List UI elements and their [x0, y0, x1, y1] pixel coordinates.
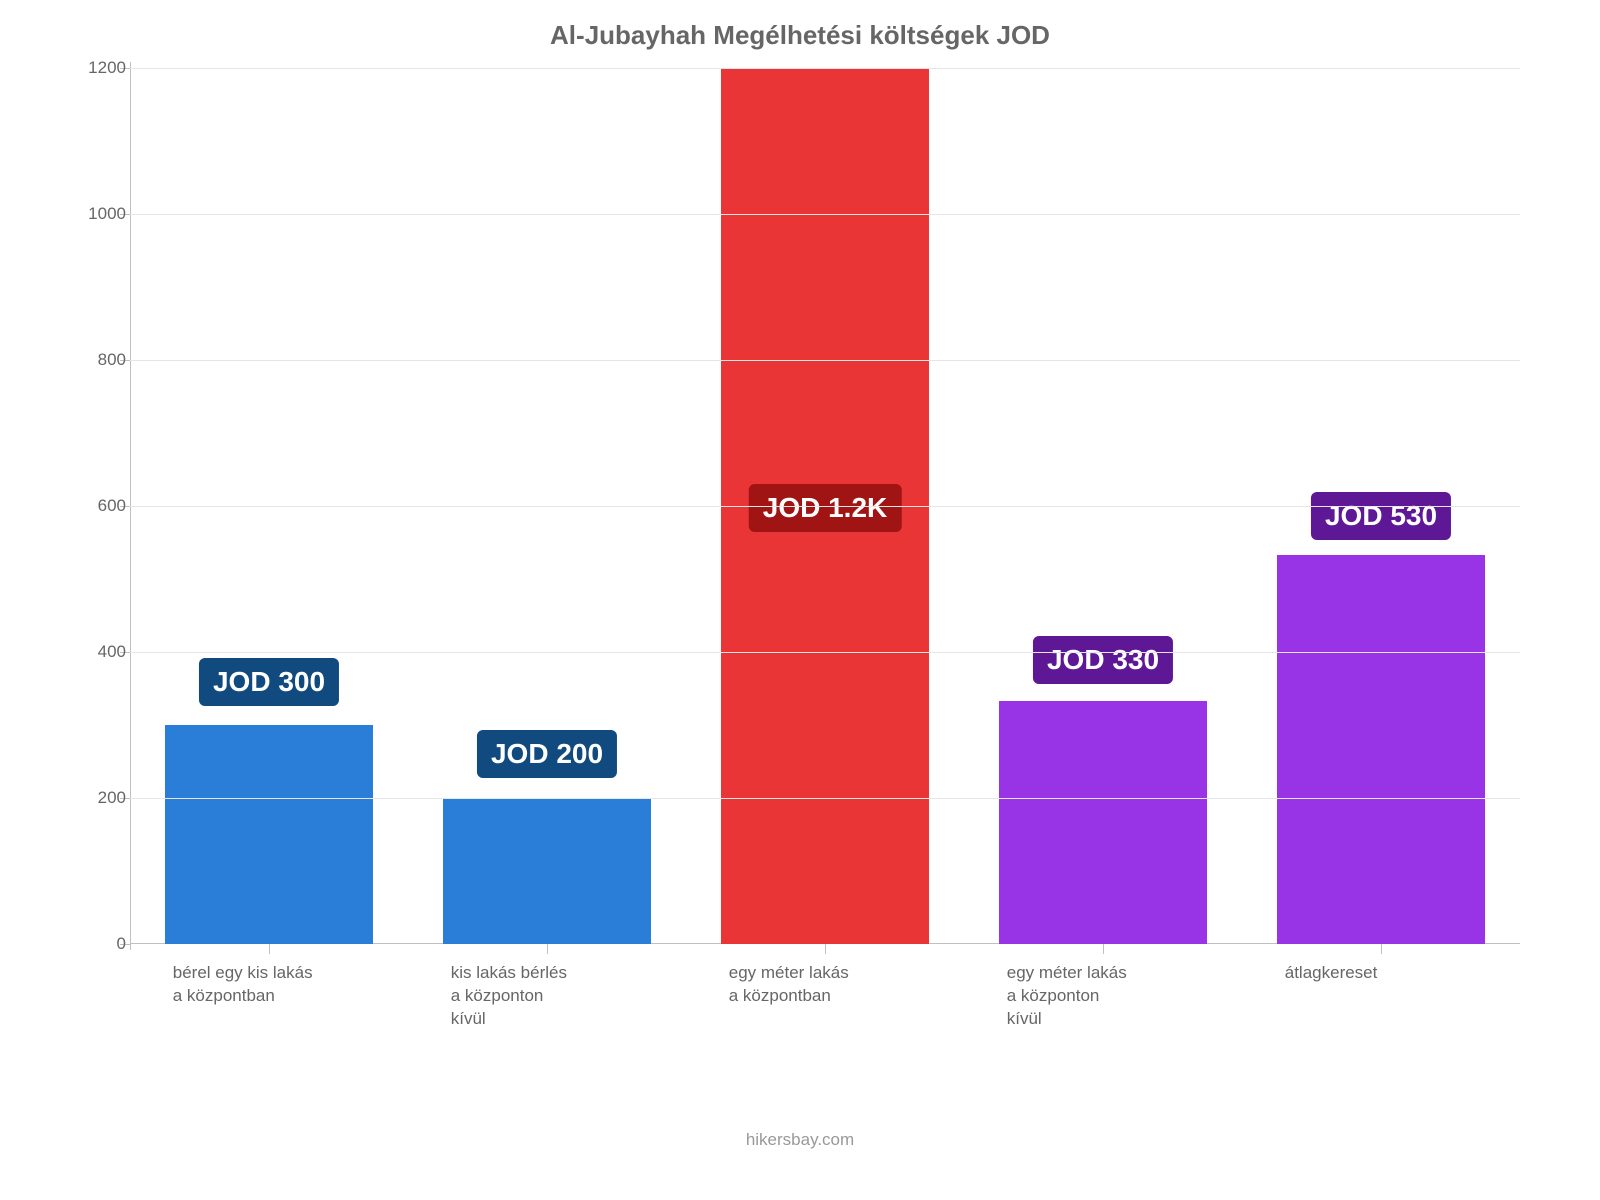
gridline	[130, 68, 1520, 69]
gridline	[130, 360, 1520, 361]
attribution-text: hikersbay.com	[0, 1130, 1600, 1150]
bar	[443, 798, 652, 944]
gridline	[130, 798, 1520, 799]
x-tick-label: bérel egy kis lakása központban	[173, 944, 422, 1008]
chart-container: Al-Jubayhah Megélhetési költségek JOD JO…	[70, 20, 1530, 1040]
bar	[1277, 555, 1486, 944]
y-tick-label: 0	[117, 934, 126, 954]
bar-data-label: JOD 300	[199, 658, 339, 706]
y-tick-label: 600	[98, 496, 126, 516]
bar-data-label: JOD 330	[1033, 636, 1173, 684]
y-tick-label: 1000	[88, 204, 126, 224]
x-tick-label: kis lakás bérlésa központonkívül	[451, 944, 700, 1031]
gridline	[130, 652, 1520, 653]
bar	[165, 725, 374, 944]
bar-data-label: JOD 530	[1311, 492, 1451, 540]
x-tick-label: egy méter lakása központonkívül	[1007, 944, 1256, 1031]
gridline	[130, 214, 1520, 215]
bar	[999, 701, 1208, 944]
bar-data-label: JOD 200	[477, 730, 617, 778]
bar-data-label: JOD 1.2K	[749, 484, 902, 532]
y-tick-label: 200	[98, 788, 126, 808]
gridline	[130, 506, 1520, 507]
y-tick-label: 800	[98, 350, 126, 370]
y-tick-label: 1200	[88, 58, 126, 78]
x-tick-label: átlagkereset	[1285, 944, 1534, 985]
plot-area: JOD 300bérel egy kis lakása központbanJO…	[130, 68, 1520, 944]
y-tick-label: 400	[98, 642, 126, 662]
x-tick-label: egy méter lakása központban	[729, 944, 978, 1008]
chart-title: Al-Jubayhah Megélhetési költségek JOD	[70, 20, 1530, 51]
